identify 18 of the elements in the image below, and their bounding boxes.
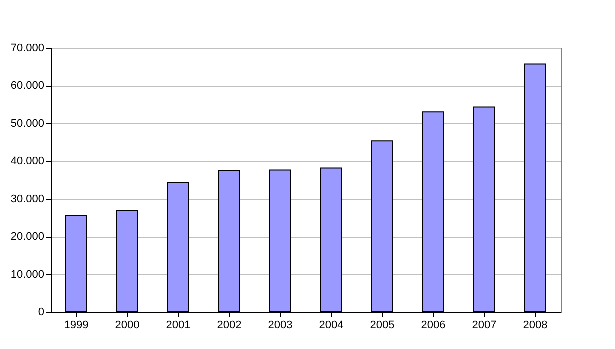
x-tick-label: 2005 (370, 320, 395, 332)
y-tick-label: 50.000 (10, 118, 44, 130)
x-tick-label: 2001 (166, 320, 191, 332)
y-tick-label: 40.000 (10, 156, 44, 168)
x-tick-label: 2007 (472, 320, 497, 332)
y-tick-label: 60.000 (10, 80, 44, 92)
x-tick-label: 2008 (523, 320, 548, 332)
x-tick-label: 1999 (64, 320, 89, 332)
x-tick-label: 2006 (421, 320, 446, 332)
y-tick-label: 70.000 (10, 42, 44, 54)
y-tick-label: 30.000 (10, 193, 44, 206)
x-tick-label: 2004 (319, 320, 344, 332)
x-tick-label: 2000 (115, 320, 140, 332)
y-tick-label: 0 (38, 306, 44, 318)
y-tick-label: 20.000 (10, 231, 44, 244)
x-tick-label: 2002 (217, 320, 242, 332)
y-tick-label: 10.000 (10, 268, 44, 281)
x-tick-label: 2003 (268, 320, 293, 332)
